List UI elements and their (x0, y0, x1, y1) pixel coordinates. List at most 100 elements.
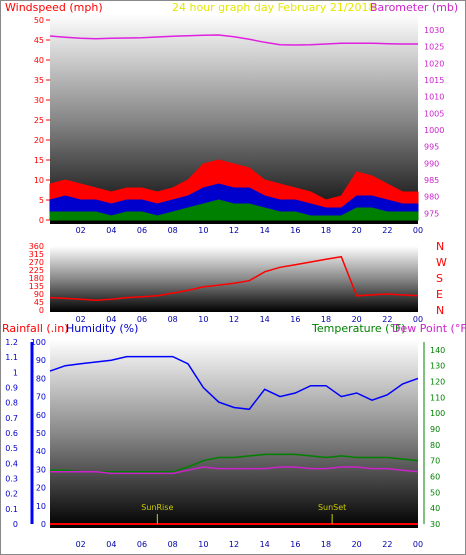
x-tick-label-p2: 16 (290, 315, 300, 324)
x-tick-label-p1: 06 (137, 226, 147, 235)
rain-y-tick: 0.2 (5, 490, 18, 499)
baro-y-tick: 1015 (424, 76, 444, 85)
wind-low-series (49, 199, 419, 221)
temperature-axis-title: Temperature (°F) (311, 322, 406, 335)
x-tick-label-p2: 12 (229, 315, 239, 324)
x-tick-label-p2: 10 (198, 315, 208, 324)
x-tick-label-p2: 00 (413, 315, 423, 324)
direction-y-tick: 360 (29, 242, 44, 251)
wind-y-tick: 10 (34, 176, 44, 185)
rain-y-tick: 1.1 (5, 353, 18, 362)
x-tick-label-p3: 14 (260, 540, 270, 549)
humidity-axis-title: Humidity (%) (66, 322, 138, 335)
humidity-y-tick: 100 (31, 338, 46, 347)
x-tick-label-p3: 04 (106, 540, 116, 549)
baro-y-tick: 1025 (424, 43, 444, 52)
wind-y-tick: 15 (34, 156, 44, 165)
x-tick-label-p1: 22 (382, 226, 392, 235)
temp-y-tick: 60 (430, 473, 440, 482)
wind-y-tick: 50 (34, 16, 44, 25)
x-tick-label-p3: 18 (321, 540, 331, 549)
x-tick-label-p1: 08 (168, 226, 178, 235)
rain-y-tick: 0.6 (5, 429, 18, 438)
direction-y-tick: 225 (29, 266, 44, 275)
x-tick-label-p1: 00 (413, 226, 423, 235)
rain-y-tick: 1.2 (5, 338, 18, 347)
compass-label: N (436, 240, 444, 253)
wind-avg-series (49, 183, 419, 221)
x-tick-label-p2: 20 (352, 315, 362, 324)
x-tick-label-p3: 20 (352, 540, 362, 549)
rain-y-tick: 0 (13, 520, 18, 529)
temp-y-tick: 120 (430, 378, 445, 387)
x-tick-label-p3: 00 (413, 540, 423, 549)
baro-y-tick: 1000 (424, 126, 444, 135)
wind-y-tick: 5 (39, 196, 44, 205)
x-tick-label-p1: 02 (76, 226, 86, 235)
temperature-series (50, 453, 419, 473)
x-tick-label-p3: 06 (137, 540, 147, 549)
temp-y-tick: 90 (430, 425, 440, 434)
x-tick-label-p3: 12 (229, 540, 239, 549)
temp-y-tick: 70 (430, 457, 440, 466)
humidity-y-tick: 40 (36, 447, 46, 456)
compass-label: S (436, 272, 443, 285)
wind-y-tick: 30 (34, 96, 44, 105)
barometer-series (49, 34, 418, 46)
baro-y-tick: 975 (424, 209, 439, 218)
baro-y-tick: 985 (424, 176, 439, 185)
humidity-y-tick: 30 (36, 465, 46, 474)
x-tick-label-p2: 08 (168, 315, 178, 324)
humidity-y-tick: 70 (36, 393, 46, 402)
humidity-y-tick: 50 (36, 429, 46, 438)
wind-y-tick: 40 (34, 56, 44, 65)
rain-y-tick: 0.4 (5, 459, 18, 468)
humidity-y-tick: 80 (36, 374, 46, 383)
direction-y-tick: 90 (34, 290, 44, 299)
sunset-label: SunSet (318, 503, 346, 512)
rain-y-tick: 0.5 (5, 444, 18, 453)
x-tick-label-p2: 04 (106, 315, 116, 324)
temp-y-tick: 110 (430, 393, 445, 402)
x-tick-label-p3: 08 (168, 540, 178, 549)
rain-y-tick: 1 (13, 368, 18, 377)
dewpoint-axis-title: Dew Point (°F) (392, 322, 466, 335)
x-tick-label-p1: 14 (260, 226, 270, 235)
temp-y-tick: 30 (430, 520, 440, 529)
dewpoint-series (50, 466, 419, 475)
baro-y-tick: 995 (424, 143, 439, 152)
x-tick-label-p2: 14 (260, 315, 270, 324)
x-tick-label-p1: 12 (229, 226, 239, 235)
x-tick-label-p2: 06 (137, 315, 147, 324)
wind-y-tick: 45 (34, 36, 44, 45)
x-tick-label-p3: 16 (290, 540, 300, 549)
rain-y-tick: 0.8 (5, 399, 18, 408)
compass-label: E (436, 288, 443, 301)
compass-label: W (436, 256, 447, 269)
x-tick-label-p1: 18 (321, 226, 331, 235)
rain-y-tick: 0.7 (5, 414, 18, 423)
direction-y-tick: 270 (29, 258, 44, 267)
series-lines (49, 34, 419, 525)
wind-y-tick: 20 (34, 136, 44, 145)
x-tick-label-p1: 10 (198, 226, 208, 235)
humidity-y-tick: 20 (36, 484, 46, 493)
rain-y-tick: 0.9 (5, 384, 18, 393)
humidity-y-tick: 90 (36, 356, 46, 365)
temp-y-tick: 40 (430, 504, 440, 513)
x-tick-label-p1: 16 (290, 226, 300, 235)
wind-y-tick: 35 (34, 76, 44, 85)
humidity-series (49, 355, 419, 411)
x-tick-label-p2: 18 (321, 315, 331, 324)
x-tick-label-p2: 22 (382, 315, 392, 324)
x-tick-label-p2: 02 (76, 315, 86, 324)
barometer-axis-title: Barometer (mb) (370, 1, 458, 14)
baro-y-tick: 990 (424, 159, 439, 168)
wind-y-tick: 25 (34, 116, 44, 125)
baro-y-tick: 980 (424, 193, 439, 202)
x-tick-label-p1: 20 (352, 226, 362, 235)
compass-label: N (436, 304, 444, 317)
baro-y-tick: 1020 (424, 59, 444, 68)
direction-y-tick: 135 (29, 282, 44, 291)
